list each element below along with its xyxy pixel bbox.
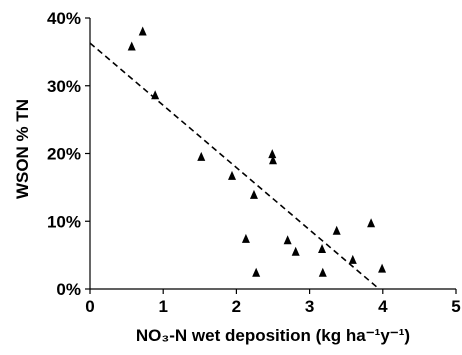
x-tick-label: 1 <box>158 297 167 316</box>
x-axis-ticks: 0 1 2 3 4 5 <box>85 289 461 316</box>
y-tick-label: 0% <box>56 280 81 299</box>
data-point <box>197 151 206 161</box>
y-tick-label: 20% <box>47 145 81 164</box>
x-tick-label: 2 <box>232 297 241 316</box>
data-point <box>348 254 357 264</box>
data-point <box>378 263 387 273</box>
data-point <box>269 155 277 165</box>
data-point <box>138 26 147 36</box>
y-axis-title: WSON % TN <box>13 99 32 199</box>
data-point <box>127 41 136 51</box>
x-axis-title: NO₃-N wet deposition (kg ha⁻¹y⁻¹) <box>136 326 410 345</box>
trendline <box>89 42 380 290</box>
x-tick-label: 5 <box>451 297 460 316</box>
data-point <box>241 233 250 243</box>
data-point <box>291 246 300 256</box>
data-point <box>252 267 261 277</box>
data-points <box>127 26 387 277</box>
data-point <box>268 149 277 159</box>
data-point <box>249 189 258 199</box>
data-point <box>151 90 160 100</box>
data-point <box>283 235 292 245</box>
x-tick-label: 4 <box>378 297 388 316</box>
x-tick-label: 3 <box>305 297 314 316</box>
y-tick-label: 40% <box>47 9 81 28</box>
data-point <box>318 244 327 254</box>
data-point <box>332 225 341 235</box>
data-point <box>228 170 237 180</box>
data-point <box>318 267 327 277</box>
y-axis-ticks: 0% 10% 20% 30% 40% <box>47 9 90 299</box>
x-tick-label: 0 <box>85 297 94 316</box>
y-tick-label: 30% <box>47 77 81 96</box>
y-tick-label: 10% <box>47 212 81 231</box>
data-point <box>367 218 376 228</box>
